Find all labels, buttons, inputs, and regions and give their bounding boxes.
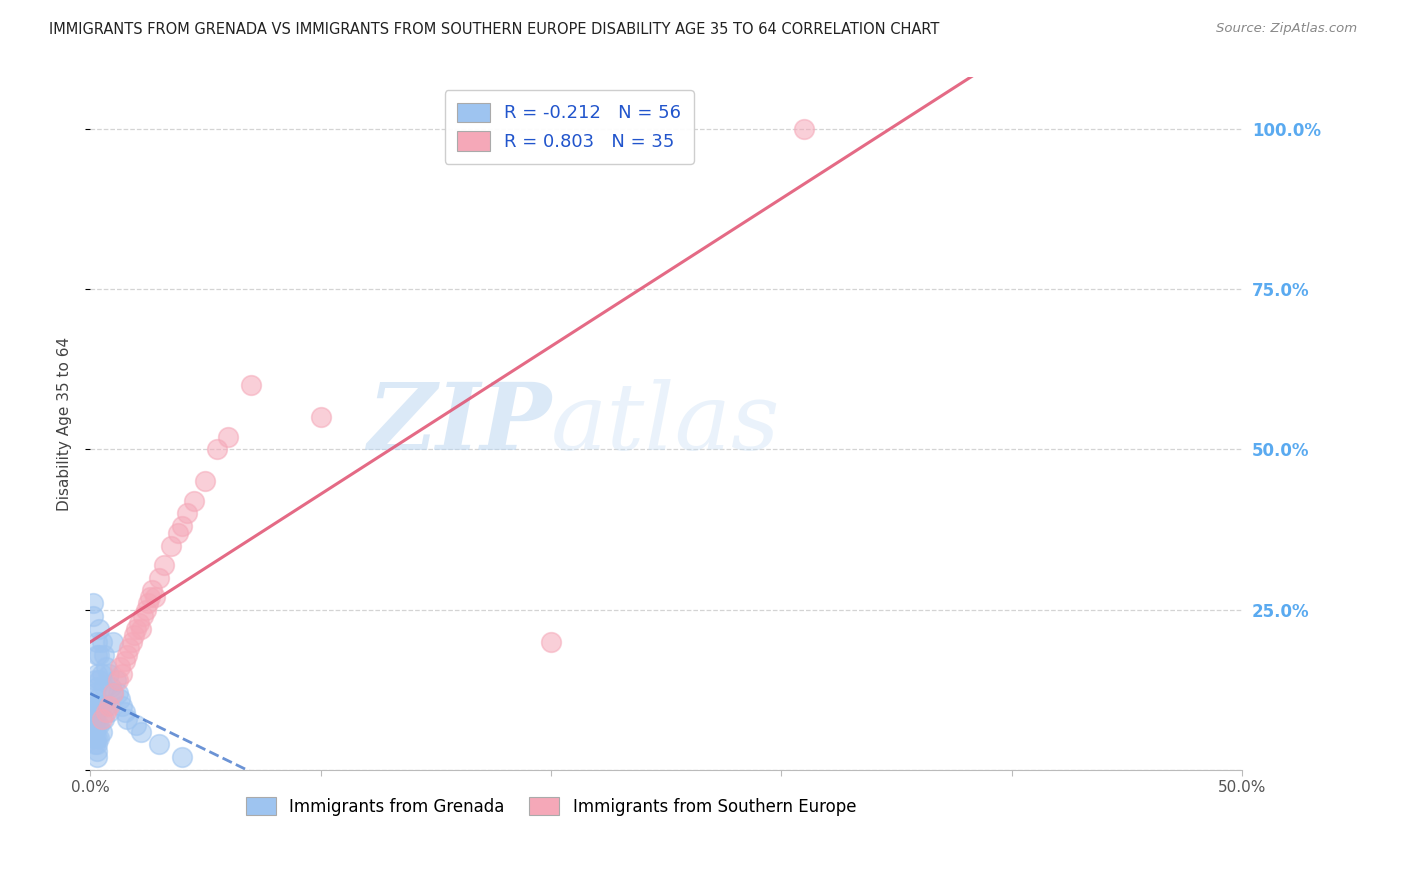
Text: atlas: atlas [551,379,780,468]
Point [136,596,159,610]
Point [86,750,108,764]
Point [96,698,118,713]
Point [82,609,104,624]
Point [90,634,112,648]
Point [86,718,108,732]
Point [103,634,125,648]
Point [83,673,105,688]
Point [82,712,104,726]
Point [86,692,108,706]
Point [121,634,143,648]
Point [134,603,156,617]
Y-axis label: Disability Age 35 to 64: Disability Age 35 to 64 [58,336,72,511]
Point [540,634,562,648]
Point [93,712,115,726]
Point [128,615,150,630]
Point [97,698,120,713]
Point [89,698,111,713]
Point [132,609,155,624]
Point [100,680,122,694]
Point [111,666,134,681]
Point [82,698,104,713]
Point [122,628,145,642]
Point [82,724,104,739]
Point [108,692,131,706]
Point [176,507,198,521]
Point [93,648,115,662]
Point [107,673,129,688]
Point [86,744,108,758]
Point [90,712,112,726]
Point [172,519,194,533]
Point [83,724,105,739]
Point [103,686,125,700]
Point [111,698,134,713]
Point [86,731,108,745]
Point [83,712,105,726]
Point [86,666,108,681]
Point [97,666,120,681]
Point [125,718,148,732]
Point [114,706,136,720]
Text: Source: ZipAtlas.com: Source: ZipAtlas.com [1216,22,1357,36]
Point [114,654,136,668]
Text: ZIP: ZIP [367,379,551,468]
Point [96,706,118,720]
Point [96,660,118,674]
Point [86,648,108,662]
Point [83,718,105,732]
Point [143,590,166,604]
Point [115,712,138,726]
Point [129,622,152,636]
Point [153,558,176,572]
Point [89,718,111,732]
Point [103,686,125,700]
Point [183,493,205,508]
Point [89,731,111,745]
Point [139,590,162,604]
Point [115,648,138,662]
Point [107,686,129,700]
Point [83,698,105,713]
Point [86,680,108,694]
Point [125,622,148,636]
Point [148,571,170,585]
Point [82,596,104,610]
Point [793,121,815,136]
Point [217,429,239,443]
Point [240,378,263,392]
Point [172,750,194,764]
Point [89,648,111,662]
Point [82,718,104,732]
Point [86,634,108,648]
Point [90,724,112,739]
Point [194,475,217,489]
Point [166,525,188,540]
Point [97,706,120,720]
Point [129,724,152,739]
Point [108,660,131,674]
Text: IMMIGRANTS FROM GRENADA VS IMMIGRANTS FROM SOUTHERN EUROPE DISABILITY AGE 35 TO : IMMIGRANTS FROM GRENADA VS IMMIGRANTS FR… [49,22,939,37]
Point [205,442,228,457]
Point [148,737,170,751]
Point [86,706,108,720]
Point [83,731,105,745]
Point [83,686,105,700]
Point [89,673,111,688]
Point [93,680,115,694]
Legend: Immigrants from Grenada, Immigrants from Southern Europe: Immigrants from Grenada, Immigrants from… [238,789,865,824]
Point [90,698,112,713]
Point [160,539,183,553]
Point [141,583,163,598]
Point [104,673,127,688]
Point [90,666,112,681]
Point [83,737,105,751]
Point [82,731,104,745]
Point [309,410,332,425]
Point [118,641,141,656]
Point [86,737,108,751]
Point [89,622,111,636]
